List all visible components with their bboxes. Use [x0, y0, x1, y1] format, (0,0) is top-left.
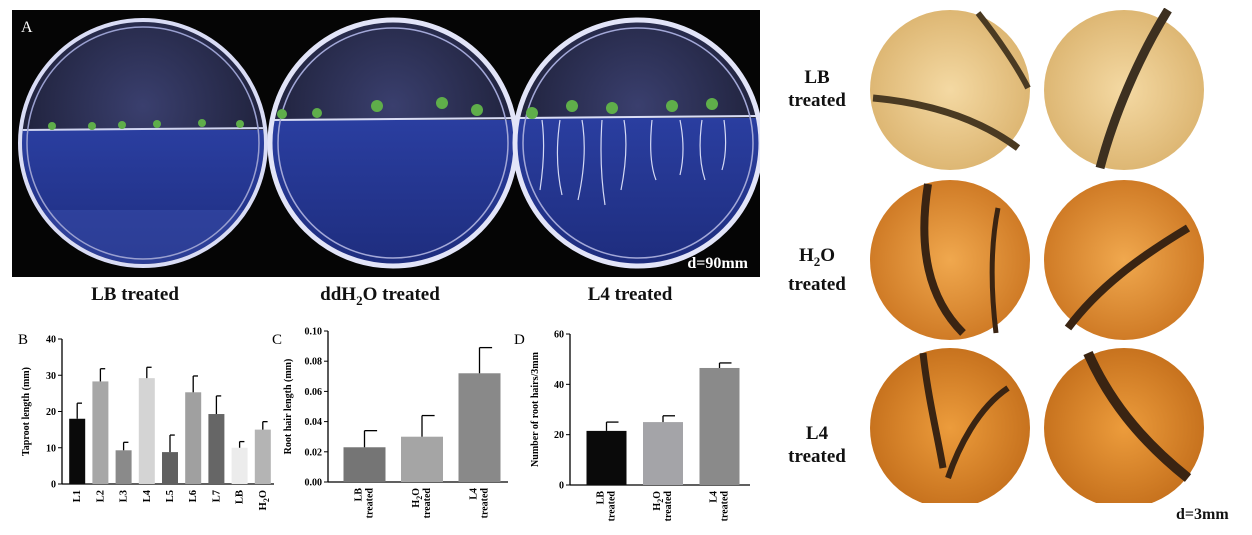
y-axis-label: Number of root hairs/3mm: [530, 351, 541, 467]
bar: [115, 450, 132, 484]
chart-b-taproot-length: B 0 10 20 30 40 Taproot length (mm) L1 L2 L3 L4 L5…: [18, 332, 274, 510]
x-tick-label-line2: treated: [422, 488, 433, 519]
x-tick-label-line2: treated: [480, 488, 491, 519]
x-tick-label: L4: [142, 489, 153, 502]
panel-b-letter: B: [18, 332, 28, 348]
y-tick-label: 20: [554, 430, 564, 441]
x-tick-label: L6: [188, 490, 199, 502]
x-tick-label: H2O: [258, 490, 271, 510]
x-tick-label: L3: [119, 490, 130, 502]
bar: [586, 430, 627, 485]
x-tick-label: H2O: [652, 491, 665, 511]
y-tick-label: 0: [559, 481, 564, 492]
y-tick-label: 0.10: [305, 327, 323, 338]
y-tick-label: 0.08: [305, 357, 323, 368]
dish-l4: [512, 17, 764, 269]
bar: [231, 447, 248, 484]
seedlings: [48, 97, 718, 130]
bar: [699, 367, 740, 485]
x-tick-label: L7: [211, 490, 222, 502]
dish-lb: [18, 18, 268, 268]
x-tick-label-line2: treated: [607, 491, 618, 522]
row-label-l4: L4 treated: [788, 423, 846, 467]
y-tick-label: 40: [46, 335, 56, 346]
y-tick-label: 30: [46, 371, 56, 382]
x-tick-label-line2: treated: [663, 491, 674, 522]
x-tick-label-line2: treated: [720, 491, 731, 522]
y-tick-label: 60: [554, 330, 564, 341]
dish-scale-label: d=90mm: [687, 255, 748, 272]
y-tick-label: 0.06: [305, 387, 323, 398]
micrograph-lb-1: [870, 10, 1031, 170]
bar: [185, 392, 202, 484]
row-label-h2o: H2O treated: [788, 245, 846, 295]
micrograph-h2o-2: [1044, 180, 1204, 340]
micrograph-scale-label: d=3mm: [1176, 506, 1229, 523]
x-tick-label: L5: [165, 490, 176, 502]
bar: [92, 381, 109, 484]
x-tick-label: LB: [235, 490, 246, 504]
petri-dish-photo: A d=90mm: [12, 10, 764, 277]
row-label-lb: LB treated: [788, 67, 846, 111]
y-axis-label: Taproot length (mm): [21, 367, 32, 456]
y-tick-label: 0.04: [305, 417, 323, 428]
x-tick-label: L2: [95, 490, 106, 502]
x-tick-label: L4: [469, 488, 480, 500]
micrograph-h2o-1: [870, 180, 1030, 340]
y-tick-label: 20: [46, 407, 56, 418]
bar: [458, 373, 501, 482]
micrograph-l4-1: [870, 348, 1030, 503]
petri-dishes-illustration: A d=90mm: [18, 17, 764, 272]
y-axis-label: Root hair length (mm): [283, 359, 294, 455]
micrograph-lb-2: [1044, 8, 1204, 170]
y-tick-label: 0: [51, 480, 56, 491]
panel-a-letter: A: [21, 19, 33, 36]
x-tick-label: L1: [72, 490, 83, 502]
panel-c-letter: C: [272, 332, 282, 348]
micrograph-grid: [870, 8, 1204, 503]
bar: [69, 418, 86, 484]
bar: [343, 447, 386, 482]
bar: [401, 436, 443, 482]
chart-c-root-hair-length: C 0.00 0.02 0.04 0.06 0.08 0.10 Root hair leng…: [272, 327, 508, 519]
bar: [162, 452, 178, 484]
bar: [643, 422, 683, 485]
x-tick-label: LB: [354, 488, 365, 502]
bar: [254, 429, 271, 484]
caption-lb: LB treated: [91, 284, 179, 305]
y-tick-label: 40: [554, 380, 564, 391]
micrograph-l4-2: [1044, 348, 1204, 503]
bar: [208, 414, 225, 484]
y-tick-label: 10: [46, 443, 56, 454]
panel-d-letter: D: [514, 332, 525, 348]
y-tick-label: 0.02: [305, 447, 323, 458]
y-tick-label: 0.00: [305, 478, 323, 489]
caption-l4: L4 treated: [587, 284, 673, 305]
caption-ddh2o: ddH2O treated: [320, 284, 440, 308]
x-tick-label-line2: treated: [365, 488, 376, 519]
x-tick-label: LB: [596, 491, 607, 505]
bar: [138, 378, 155, 484]
x-tick-label: L4: [709, 491, 720, 503]
x-tick-label: H2O: [411, 488, 424, 508]
